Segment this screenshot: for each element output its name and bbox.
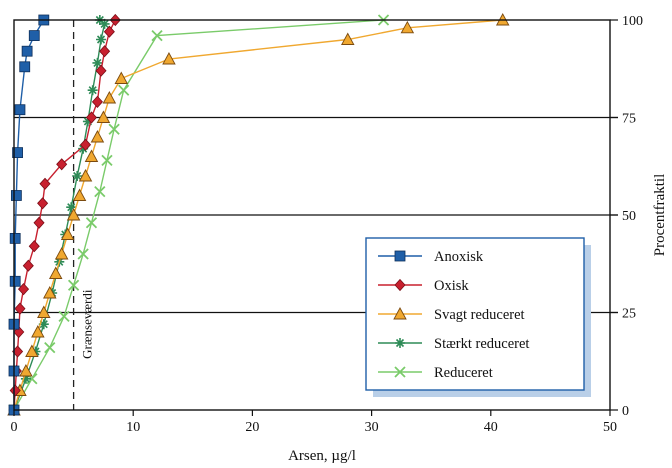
point-svagt-reduceret-5 (37, 305, 51, 318)
point-stærkt-reduceret-11 (87, 85, 98, 96)
point-oxisk-13 (79, 138, 92, 151)
point-reduceret-8 (101, 154, 113, 167)
point-svagt-reduceret-4 (31, 325, 45, 338)
point-oxisk-10 (37, 197, 49, 210)
legend-marker-stærkt-reduceret (395, 338, 405, 348)
point-reduceret-3 (58, 310, 70, 323)
series-svagt-reduceret (7, 13, 510, 416)
point-anoxisk-4 (9, 232, 21, 244)
x-tick-label-0: 0 (11, 420, 18, 435)
legend: Anoxisk Oxisk Svagt reduceret Stærkt reduce… (365, 237, 591, 397)
point-svagt-reduceret-20 (400, 20, 415, 34)
legend-label-oxisk: Oxisk (434, 278, 469, 294)
legend-marker-reduceret (394, 366, 406, 378)
y-tick-label-25: 25 (622, 307, 636, 322)
y-tick-label-50: 50 (622, 209, 636, 224)
point-oxisk-14 (85, 111, 98, 124)
legend-label-reduceret: Reduceret (434, 365, 493, 381)
point-oxisk-11 (39, 177, 51, 190)
point-svagt-reduceret-3 (25, 344, 39, 357)
point-oxisk-18 (103, 25, 115, 38)
x-tick-label-40: 40 (484, 420, 498, 435)
legend-label-stærkt-reduceret: Stærkt reduceret (434, 336, 529, 352)
point-svagt-reduceret-17 (114, 71, 129, 84)
series-layer (7, 13, 510, 417)
point-reduceret-5 (77, 248, 89, 260)
point-oxisk-17 (99, 45, 111, 58)
point-svagt-reduceret-2 (19, 364, 33, 377)
y-tick-label-0: 0 (622, 404, 629, 419)
axes: 0 10 20 30 40 50 0 25 50 75 100 (11, 14, 644, 435)
point-svagt-reduceret-13 (84, 149, 99, 162)
x-tick-label-20: 20 (245, 420, 259, 435)
point-stærkt-reduceret-12 (92, 57, 103, 68)
point-anoxisk-8 (19, 61, 31, 73)
x-tick-label-50: 50 (603, 420, 617, 435)
point-svagt-reduceret-7 (48, 266, 63, 279)
point-svagt-reduceret-16 (102, 91, 117, 104)
legend-label-anoxisk: Anoxisk (434, 249, 484, 265)
series-oxisk (8, 13, 121, 417)
point-oxisk-6 (17, 283, 30, 296)
point-reduceret-7 (94, 185, 106, 198)
point-svagt-reduceret-6 (43, 286, 57, 299)
point-oxisk-15 (91, 95, 103, 108)
x-axis-title: Arsen, µg/l (288, 448, 356, 464)
point-svagt-reduceret-10 (66, 208, 81, 221)
x-tick-label-10: 10 (126, 420, 140, 435)
point-reduceret-4 (67, 279, 80, 291)
point-stærkt-reduceret-14 (99, 18, 110, 29)
legend-marker-svagt-reduceret (393, 307, 407, 320)
y-axis-title: Procentfraktil (652, 174, 668, 256)
point-stærkt-reduceret-8 (72, 171, 83, 181)
point-oxisk-1 (9, 384, 21, 397)
point-reduceret-9 (108, 123, 120, 135)
point-reduceret-10 (118, 84, 130, 96)
point-oxisk-7 (22, 259, 34, 272)
point-oxisk-16 (95, 64, 107, 77)
point-stærkt-reduceret-9 (78, 143, 89, 154)
point-svagt-reduceret-12 (78, 169, 93, 182)
point-reduceret-6 (85, 217, 98, 229)
point-reduceret-2 (44, 341, 56, 354)
point-anoxisk-10 (28, 30, 40, 42)
point-anoxisk-7 (14, 104, 26, 116)
legend-label-svagt-reduceret: Svagt reduceret (434, 307, 525, 323)
series-reduceret (8, 14, 390, 416)
x-tick-label-30: 30 (365, 420, 379, 435)
point-stærkt-reduceret-7 (66, 202, 77, 213)
y-tick-label-75: 75 (622, 112, 636, 127)
point-svagt-reduceret-18 (162, 52, 176, 65)
point-svagt-reduceret-11 (72, 188, 87, 201)
point-stærkt-reduceret-10 (82, 116, 93, 127)
point-svagt-reduceret-9 (60, 227, 75, 240)
threshold-label: Grænseværdi (80, 289, 95, 359)
point-oxisk-8 (28, 240, 40, 253)
point-anoxisk-3 (9, 275, 21, 287)
point-reduceret-11 (151, 29, 163, 42)
point-svagt-reduceret-8 (54, 247, 69, 260)
point-svagt-reduceret-19 (341, 32, 355, 45)
point-anoxisk-5 (10, 190, 22, 201)
point-anoxisk-6 (12, 147, 23, 159)
point-oxisk-9 (33, 216, 45, 229)
series-line-svagt-reduceret (13, 19, 503, 411)
point-stærkt-reduceret-13 (96, 34, 107, 45)
point-svagt-reduceret-14 (90, 130, 105, 143)
y-tick-label-100: 100 (622, 14, 643, 29)
point-oxisk-12 (56, 158, 68, 171)
point-svagt-reduceret-15 (96, 110, 111, 123)
point-stærkt-reduceret-3 (38, 319, 49, 330)
point-anoxisk-9 (21, 45, 33, 57)
legend-marker-oxisk (394, 278, 406, 292)
legend-marker-anoxisk (394, 250, 406, 262)
point-stærkt-reduceret-1 (20, 373, 31, 384)
point-oxisk-5 (14, 302, 26, 315)
